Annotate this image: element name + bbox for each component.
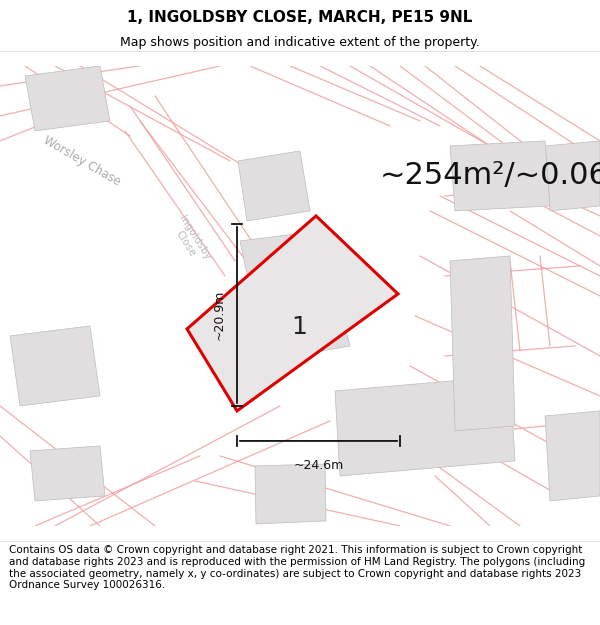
Polygon shape <box>335 376 515 476</box>
Polygon shape <box>450 141 550 211</box>
Polygon shape <box>545 411 600 501</box>
Polygon shape <box>240 231 350 361</box>
Polygon shape <box>187 216 398 411</box>
Polygon shape <box>255 464 326 524</box>
Text: ~20.9m: ~20.9m <box>212 290 226 340</box>
Polygon shape <box>30 446 105 501</box>
Polygon shape <box>238 151 310 221</box>
Text: 1: 1 <box>292 316 307 339</box>
Text: ~254m²/~0.063ac.: ~254m²/~0.063ac. <box>380 161 600 191</box>
Polygon shape <box>25 66 110 131</box>
Text: Map shows position and indicative extent of the property.: Map shows position and indicative extent… <box>120 36 480 49</box>
Polygon shape <box>450 256 515 431</box>
Polygon shape <box>10 326 100 406</box>
Text: Ingoldsby
Close: Ingoldsby Close <box>167 214 212 268</box>
Text: 1, INGOLDSBY CLOSE, MARCH, PE15 9NL: 1, INGOLDSBY CLOSE, MARCH, PE15 9NL <box>127 10 473 25</box>
Polygon shape <box>545 141 600 211</box>
Text: Worsley Chase: Worsley Chase <box>41 134 123 188</box>
Text: ~24.6m: ~24.6m <box>293 459 344 472</box>
Text: Contains OS data © Crown copyright and database right 2021. This information is : Contains OS data © Crown copyright and d… <box>9 545 585 590</box>
